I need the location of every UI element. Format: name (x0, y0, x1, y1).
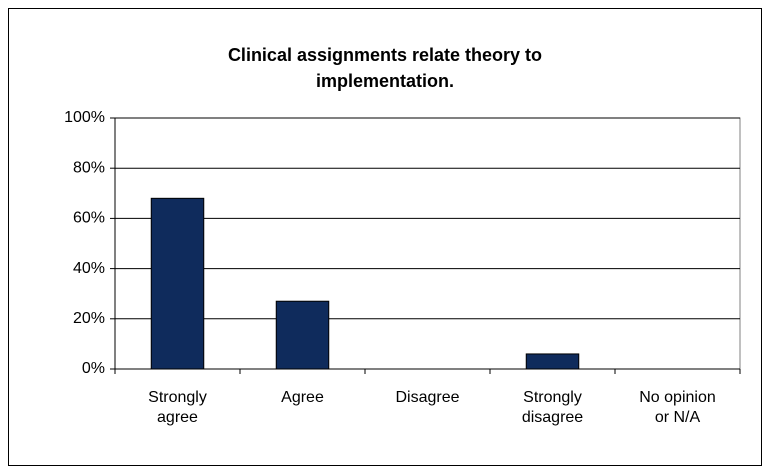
y-tick-label: 80% (73, 159, 105, 176)
y-tick-label: 100% (64, 109, 105, 126)
y-tick-label: 0% (82, 360, 105, 377)
chart-border (8, 8, 762, 466)
y-tick-label: 20% (73, 310, 105, 327)
bar (275, 300, 330, 370)
bar (525, 353, 580, 370)
bar (150, 197, 205, 370)
x-tick-label: No opinion or N/A (639, 389, 716, 426)
x-tick-label: Strongly disagree (521, 389, 584, 426)
chart-title: Clinical assignments relate theory to im… (227, 45, 543, 91)
x-tick-label: Strongly agree (148, 389, 207, 426)
x-tick-label: Disagree (395, 389, 460, 406)
y-tick-label: 40% (73, 260, 105, 277)
y-tick-label: 60% (73, 210, 105, 227)
x-tick-label: Agree (281, 389, 324, 406)
